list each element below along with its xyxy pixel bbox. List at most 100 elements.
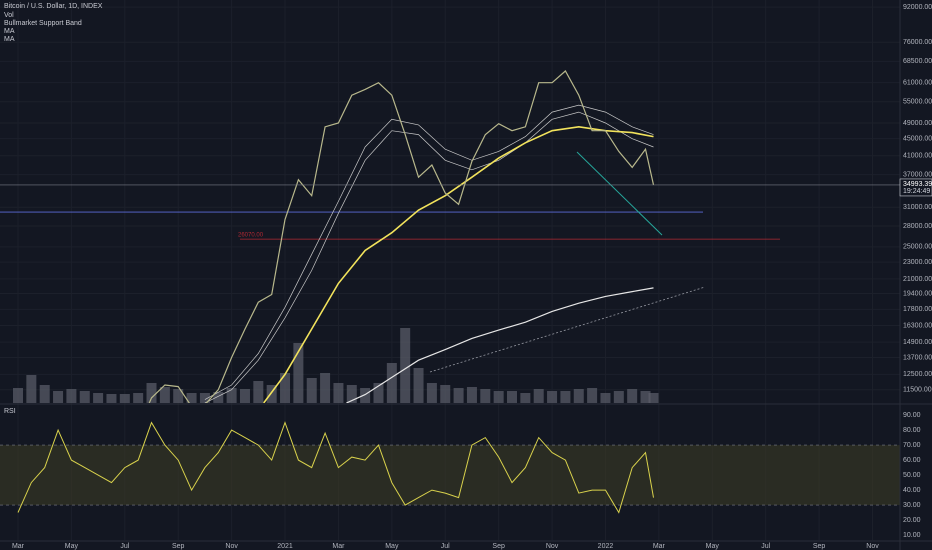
x-tick-label: Mar xyxy=(653,543,666,550)
volume-bar xyxy=(648,393,659,403)
volume-bar xyxy=(520,393,531,403)
volume-bar xyxy=(93,393,104,403)
y-tick-label: 41000.00 xyxy=(903,153,932,160)
y-tick-label: 92000.00 xyxy=(903,4,932,11)
volume-bar xyxy=(440,385,451,403)
volume-bar xyxy=(507,391,518,403)
y-tick-label: 23000.00 xyxy=(903,259,932,266)
volume-bar xyxy=(547,391,558,403)
last-price-label: 34993.39 xyxy=(903,181,932,188)
volume-bar xyxy=(600,393,611,403)
volume-bar xyxy=(386,363,397,403)
volume-bar xyxy=(346,385,357,403)
rsi-tick-label: 60.00 xyxy=(903,457,921,464)
axes: 92000.00 76000.00 68500.00 61000.00 55000.00… xyxy=(12,4,932,550)
volume-bar xyxy=(266,385,277,403)
moving-average xyxy=(346,287,654,403)
x-tick-label: May xyxy=(65,543,79,550)
y-tick-label: 49000.00 xyxy=(903,120,932,127)
x-tick-label: May xyxy=(385,543,399,550)
volume-bar xyxy=(53,391,64,403)
volume-bar xyxy=(39,385,50,403)
volume-bar xyxy=(533,389,544,403)
y-tick-label: 19400.00 xyxy=(903,290,932,297)
main-pane: 26070.00 xyxy=(0,70,780,403)
volume-bar xyxy=(453,388,464,403)
volume-bar xyxy=(426,383,437,403)
volume-bar xyxy=(587,388,598,403)
rsi-tick-label: 50.00 xyxy=(903,472,921,479)
volume-bar xyxy=(146,383,157,403)
y-tick-label: 16300.00 xyxy=(903,322,932,329)
volume-bar xyxy=(466,387,477,403)
volume-bar xyxy=(159,387,170,403)
rsi-tick-label: 20.00 xyxy=(903,517,921,524)
x-tick-label: Sep xyxy=(813,543,826,550)
rsi-title: RSI xyxy=(4,408,16,415)
rsi-band-fill xyxy=(0,445,900,506)
x-tick-label: Nov xyxy=(225,543,238,550)
rsi-pane xyxy=(0,421,900,514)
volume-bar xyxy=(560,391,571,403)
volume-bar xyxy=(239,389,250,403)
y-tick-label: 37000.00 xyxy=(903,172,932,179)
legend-volume: Vol xyxy=(4,12,14,19)
y-tick-label: 61000.00 xyxy=(903,80,932,87)
y-tick-label: 55000.00 xyxy=(903,99,932,106)
rsi-tick-label: 10.00 xyxy=(903,532,921,539)
rsi-line xyxy=(17,421,654,514)
x-tick-label: Sep xyxy=(172,543,185,550)
x-tick-label: Jul xyxy=(441,543,450,550)
volume-bar xyxy=(493,391,504,403)
countdown-label: 19:24:49 xyxy=(903,188,930,195)
legend-ma: MA xyxy=(4,28,15,35)
x-tick-label: Sep xyxy=(492,543,505,550)
volume-bar xyxy=(226,388,237,403)
y-tick-label: 13700.00 xyxy=(903,354,932,361)
price-line xyxy=(148,70,655,403)
volume-bar xyxy=(173,389,184,403)
volume-bar xyxy=(333,383,344,403)
x-tick-label: Nov xyxy=(866,543,879,550)
x-tick-label: Mar xyxy=(12,543,25,550)
volume-bar xyxy=(106,394,117,403)
volume-bar xyxy=(320,373,331,403)
volume-bar xyxy=(280,373,291,403)
rsi-tick-label: 40.00 xyxy=(903,487,921,494)
support-band-lower xyxy=(204,111,654,403)
rsi-tick-label: 90.00 xyxy=(903,412,921,419)
volume-bar xyxy=(640,391,651,403)
volume-bar xyxy=(360,388,371,403)
volume-bar xyxy=(79,391,90,403)
volume-bar xyxy=(213,392,224,403)
volume-bar xyxy=(133,393,144,403)
volume-bar xyxy=(573,389,584,403)
rsi-tick-label: 80.00 xyxy=(903,427,921,434)
volume-bar xyxy=(293,343,304,403)
volume-bar xyxy=(627,389,638,403)
symbol-title: Bitcoin / U.S. Dollar, 1D, INDEX xyxy=(4,3,103,10)
y-tick-label: 17800.00 xyxy=(903,306,932,313)
trend-line xyxy=(576,151,663,236)
y-tick-label: 11500.00 xyxy=(903,387,932,394)
legend-band: Bullmarket Support Band xyxy=(4,20,82,27)
volume-bar xyxy=(480,389,491,403)
y-tick-label: 68500.00 xyxy=(903,58,932,65)
volume-bar xyxy=(199,393,210,403)
x-tick-label: 2022 xyxy=(598,543,614,550)
x-tick-label: 2021 xyxy=(277,543,293,550)
y-tick-label: 45000.00 xyxy=(903,136,932,143)
volume-bar xyxy=(119,394,130,403)
volume-bar xyxy=(413,368,424,403)
rsi-tick-label: 30.00 xyxy=(903,502,921,509)
y-tick-label: 12500.00 xyxy=(903,371,932,378)
last-price-box xyxy=(899,178,932,197)
x-tick-label: May xyxy=(706,543,720,550)
volume-bar xyxy=(66,389,77,403)
x-tick-label: Jul xyxy=(120,543,129,550)
y-tick-label: 14900.00 xyxy=(903,339,932,346)
volume-bar xyxy=(306,378,317,403)
y-tick-label: 31000.00 xyxy=(903,204,932,211)
volume-bar xyxy=(613,391,624,403)
